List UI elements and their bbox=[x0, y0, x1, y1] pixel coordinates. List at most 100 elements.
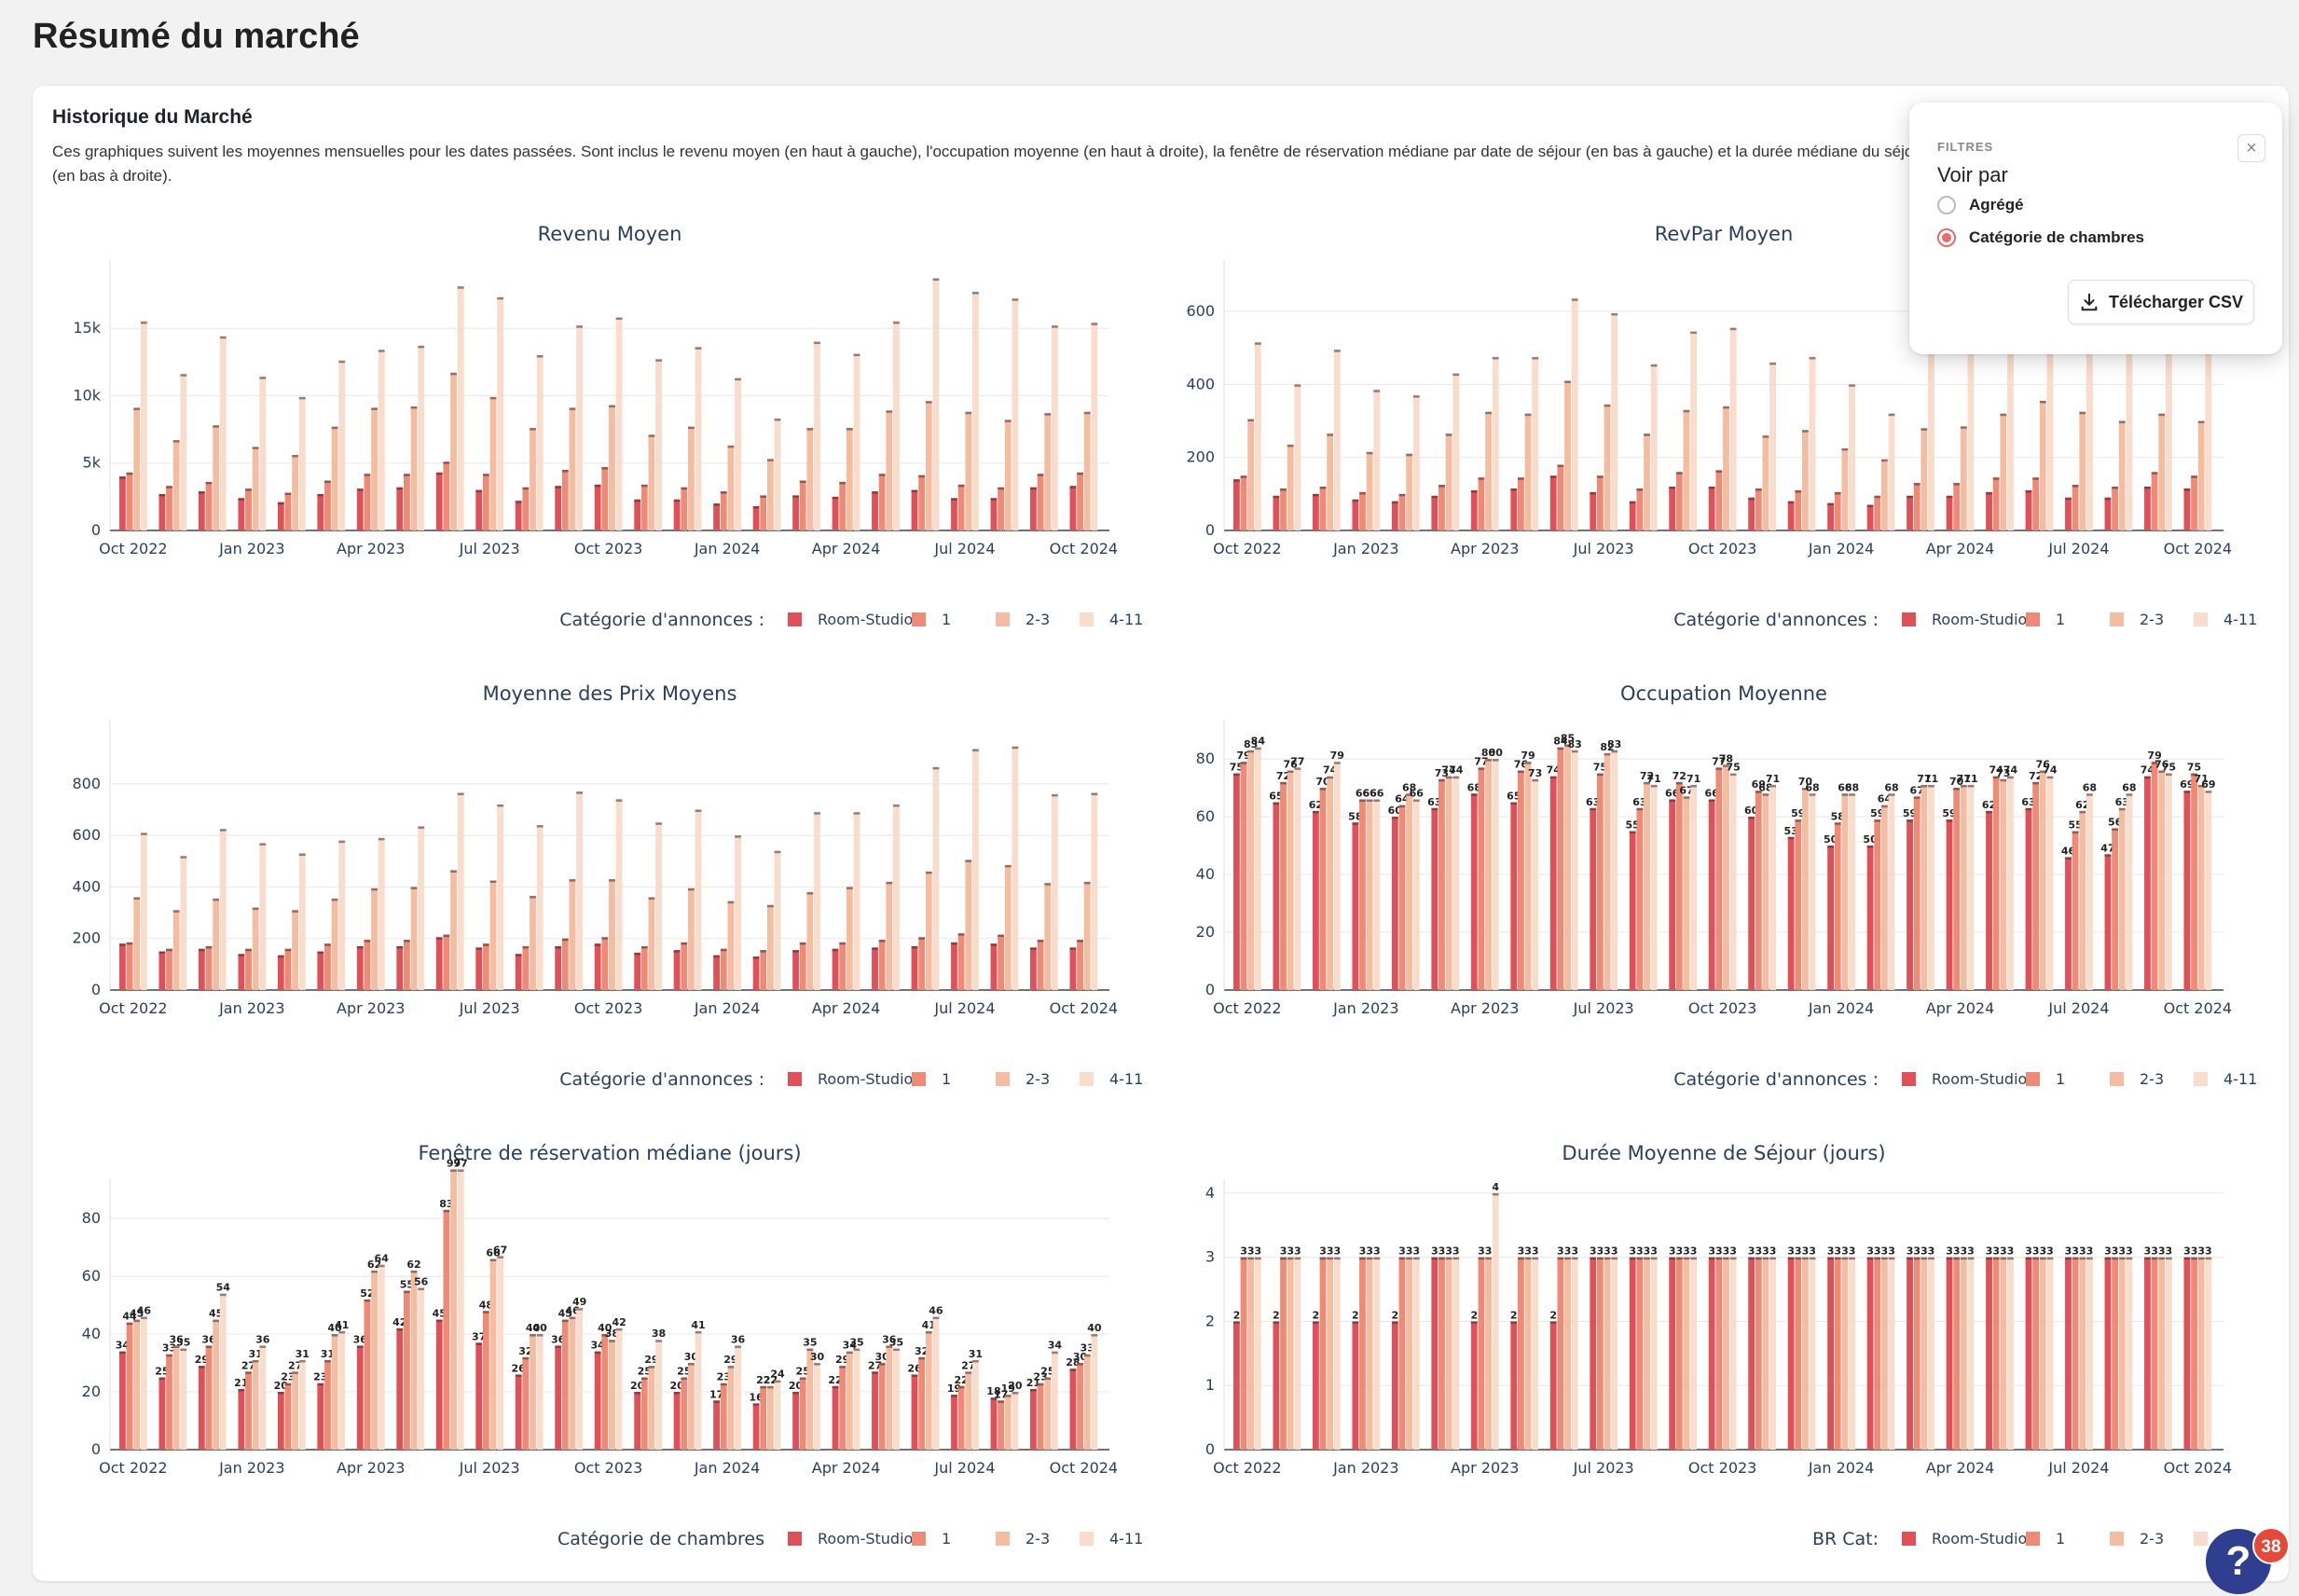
legend-item[interactable]: 4-11 bbox=[2223, 611, 2257, 628]
bar[interactable] bbox=[634, 1392, 641, 1450]
bar[interactable] bbox=[1564, 744, 1571, 990]
bar[interactable] bbox=[561, 938, 569, 990]
bar[interactable] bbox=[1748, 1257, 1755, 1450]
bar[interactable] bbox=[1312, 810, 1319, 990]
bar[interactable] bbox=[957, 484, 965, 530]
bar[interactable] bbox=[735, 835, 741, 990]
bar[interactable] bbox=[1280, 781, 1287, 990]
bar[interactable] bbox=[2151, 1257, 2158, 1450]
bar[interactable] bbox=[331, 426, 338, 530]
bar[interactable] bbox=[965, 411, 972, 530]
legend-item[interactable]: 1 bbox=[942, 1070, 951, 1088]
bar[interactable] bbox=[1247, 750, 1255, 990]
bar[interactable] bbox=[2144, 487, 2151, 530]
legend-swatch[interactable] bbox=[2026, 1072, 2040, 1086]
bar[interactable] bbox=[435, 472, 443, 530]
bar[interactable] bbox=[166, 948, 172, 990]
bar[interactable] bbox=[1795, 489, 1802, 530]
bar[interactable] bbox=[1445, 1257, 1452, 1450]
bar[interactable] bbox=[1629, 831, 1636, 990]
bar[interactable] bbox=[410, 406, 418, 530]
bar[interactable] bbox=[2112, 487, 2119, 530]
bar[interactable] bbox=[615, 317, 623, 530]
bar[interactable] bbox=[774, 1380, 781, 1450]
bar[interactable] bbox=[2183, 791, 2191, 990]
bar[interactable] bbox=[1452, 776, 1460, 990]
bar[interactable] bbox=[1644, 1257, 1650, 1450]
bar[interactable] bbox=[213, 425, 220, 530]
bar[interactable] bbox=[555, 946, 562, 990]
legend-item[interactable]: Room-Studio bbox=[1932, 1070, 2027, 1088]
bar[interactable] bbox=[166, 1354, 172, 1450]
bar[interactable] bbox=[1051, 793, 1058, 990]
legend-swatch[interactable] bbox=[996, 1532, 1010, 1546]
bar[interactable] bbox=[799, 1377, 806, 1450]
bar[interactable] bbox=[609, 1340, 615, 1450]
bar[interactable] bbox=[1485, 1257, 1492, 1450]
bar[interactable] bbox=[522, 487, 530, 530]
bar[interactable] bbox=[1596, 773, 1604, 990]
bar[interactable] bbox=[457, 286, 464, 530]
bar[interactable] bbox=[1254, 1257, 1261, 1450]
legend-swatch[interactable] bbox=[1080, 1532, 1094, 1546]
bar[interactable] bbox=[1366, 451, 1373, 530]
bar[interactable] bbox=[1866, 846, 1874, 990]
bar[interactable] bbox=[2079, 810, 2086, 990]
bar[interactable] bbox=[1532, 778, 1539, 990]
legend-item[interactable]: 4-11 bbox=[1109, 1530, 1143, 1548]
bar[interactable] bbox=[1590, 491, 1597, 530]
bar[interactable] bbox=[998, 934, 1005, 990]
bar[interactable] bbox=[1470, 1321, 1478, 1450]
bar[interactable] bbox=[2000, 1257, 2007, 1450]
bar[interactable] bbox=[530, 428, 536, 530]
bar[interactable] bbox=[292, 910, 299, 990]
bar[interactable] bbox=[1874, 819, 1881, 990]
bar[interactable] bbox=[1723, 764, 1729, 990]
bar[interactable] bbox=[1294, 1257, 1301, 1450]
bar[interactable] bbox=[1960, 426, 1967, 530]
bar[interactable] bbox=[1312, 493, 1319, 530]
bar[interactable] bbox=[1524, 1257, 1532, 1450]
bar[interactable] bbox=[482, 943, 489, 990]
bar[interactable] bbox=[450, 1169, 457, 1450]
bar[interactable] bbox=[1683, 409, 1690, 530]
bar[interactable] bbox=[1398, 1257, 1406, 1450]
bar[interactable] bbox=[1406, 1257, 1413, 1450]
bar[interactable] bbox=[2158, 770, 2166, 990]
bar[interactable] bbox=[338, 360, 346, 530]
bar[interactable] bbox=[766, 904, 774, 990]
bar[interactable] bbox=[435, 1319, 443, 1450]
bar[interactable] bbox=[555, 1345, 562, 1450]
bar[interactable] bbox=[371, 887, 378, 990]
bar[interactable] bbox=[1992, 477, 2000, 530]
bar[interactable] bbox=[893, 804, 900, 990]
bar[interactable] bbox=[846, 1351, 853, 1450]
bar[interactable] bbox=[655, 1340, 662, 1450]
bar[interactable] bbox=[673, 950, 681, 990]
bar[interactable] bbox=[569, 879, 576, 990]
bar[interactable] bbox=[720, 948, 727, 990]
help-button[interactable]: ? bbox=[2206, 1529, 2271, 1594]
bar[interactable] bbox=[317, 493, 324, 530]
bar[interactable] bbox=[806, 1348, 814, 1450]
bar[interactable] bbox=[853, 353, 860, 530]
bar[interactable] bbox=[932, 1316, 940, 1450]
bar[interactable] bbox=[760, 495, 767, 530]
bar[interactable] bbox=[2039, 1257, 2046, 1450]
bar[interactable] bbox=[1669, 799, 1676, 990]
bar[interactable] bbox=[356, 488, 364, 530]
bar[interactable] bbox=[2046, 1257, 2054, 1450]
bar[interactable] bbox=[133, 897, 141, 990]
bar[interactable] bbox=[990, 1397, 998, 1450]
bar[interactable] bbox=[911, 1374, 918, 1450]
bar[interactable] bbox=[2079, 411, 2086, 530]
bar[interactable] bbox=[1953, 483, 1961, 530]
bar[interactable] bbox=[965, 1371, 972, 1450]
bar[interactable] bbox=[727, 445, 735, 530]
bar[interactable] bbox=[180, 856, 187, 990]
bar[interactable] bbox=[1327, 776, 1334, 990]
bar[interactable] bbox=[2072, 485, 2079, 530]
bar[interactable] bbox=[1391, 817, 1398, 990]
bar[interactable] bbox=[853, 812, 860, 990]
legend-item[interactable]: Room-Studio bbox=[818, 611, 913, 628]
